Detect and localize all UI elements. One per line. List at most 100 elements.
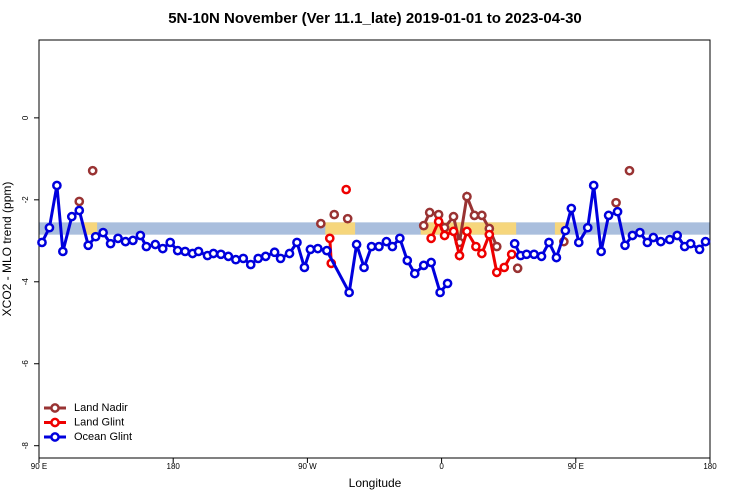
data-point [418, 260, 429, 271]
data-point [216, 249, 226, 260]
data-point [321, 245, 332, 256]
legend-swatch-point [50, 432, 60, 442]
data-point [230, 254, 241, 265]
data-point [275, 253, 286, 264]
data-point [344, 287, 355, 298]
data-point [521, 249, 532, 260]
data-point [611, 197, 621, 208]
data-point [87, 165, 98, 176]
data-point [655, 236, 666, 247]
data-point [448, 211, 459, 222]
band-highlight [554, 222, 566, 235]
data-point [128, 235, 138, 246]
data-point [366, 241, 377, 252]
data-point [374, 241, 384, 252]
data-point [506, 249, 517, 260]
x-axis-label: Longitude [349, 476, 402, 490]
data-point [284, 248, 295, 259]
data-point [620, 240, 630, 251]
data-point [694, 244, 705, 255]
data-point [351, 239, 362, 250]
data-point [462, 226, 472, 237]
legend-label: Ocean Glint [74, 431, 132, 443]
data-point [120, 236, 131, 247]
data-point [477, 210, 487, 221]
data-point [113, 233, 123, 244]
data-point [685, 238, 696, 249]
data-point [642, 237, 653, 248]
data-point [90, 231, 101, 242]
data-point [324, 233, 335, 244]
y-tick-label: -2 [21, 196, 30, 204]
data-point [52, 180, 62, 191]
data-point [223, 251, 234, 262]
x-tick-label: 180 [703, 462, 717, 471]
data-point [193, 246, 204, 257]
x-tick-label: 90 E [568, 462, 584, 471]
y-tick-label: -4 [21, 278, 30, 286]
y-tick-label: -8 [21, 442, 30, 450]
data-point [448, 226, 459, 237]
y-axis-label: XCO2 - MLO trend (ppm) [0, 182, 14, 317]
data-point [469, 210, 480, 221]
data-point [433, 216, 444, 227]
data-point [172, 245, 183, 256]
data-point [135, 230, 146, 241]
data-point [424, 207, 435, 218]
plot-frame [38, 39, 711, 459]
data-point [98, 227, 108, 238]
y-tick-label: -6 [21, 360, 30, 368]
data-point [512, 263, 523, 274]
data-point [342, 213, 353, 224]
data-point [635, 227, 645, 238]
data-point [612, 206, 623, 217]
data-point [566, 203, 577, 214]
data-point [394, 233, 405, 244]
data-point [74, 205, 85, 216]
data-point [329, 209, 340, 220]
band-highlight [83, 222, 98, 235]
data-point [58, 246, 68, 257]
y-tick-label: 0 [21, 115, 30, 120]
legend-label: Land Nadir [74, 402, 128, 414]
data-point [603, 210, 614, 221]
data-point [471, 241, 481, 252]
data-point [499, 262, 510, 273]
data-point [536, 251, 547, 262]
data-point [165, 237, 176, 248]
data-point [44, 222, 55, 233]
data-point [253, 253, 264, 264]
data-point [180, 246, 190, 257]
legend-swatch-point [50, 417, 60, 428]
data-point [150, 239, 161, 250]
data-point [66, 211, 77, 222]
x-tick-label: 0 [439, 462, 444, 471]
data-point [402, 255, 413, 266]
data-point [260, 251, 271, 262]
data-point [141, 241, 152, 252]
data-point [573, 237, 584, 248]
data-point [418, 220, 429, 231]
data-point [292, 237, 302, 248]
data-point [477, 248, 487, 259]
legend-label: Land Glint [74, 416, 124, 428]
chart-title: 5N-10N November (Ver 11.1_late) 2019-01-… [168, 10, 582, 27]
data-point [238, 253, 249, 264]
data-point [439, 230, 450, 241]
data-point [245, 259, 256, 270]
band-highlight [325, 222, 356, 235]
reference-band [39, 222, 710, 235]
data-point [83, 240, 94, 251]
data-point [529, 249, 539, 260]
data-point [491, 267, 502, 278]
data-point [37, 237, 47, 248]
data-point [700, 236, 711, 247]
data-point [387, 241, 398, 252]
data-point [442, 278, 453, 289]
data-point [544, 237, 554, 248]
data-point [560, 225, 571, 236]
data-point [269, 247, 280, 258]
data-point [435, 287, 445, 298]
data-point [381, 236, 392, 247]
